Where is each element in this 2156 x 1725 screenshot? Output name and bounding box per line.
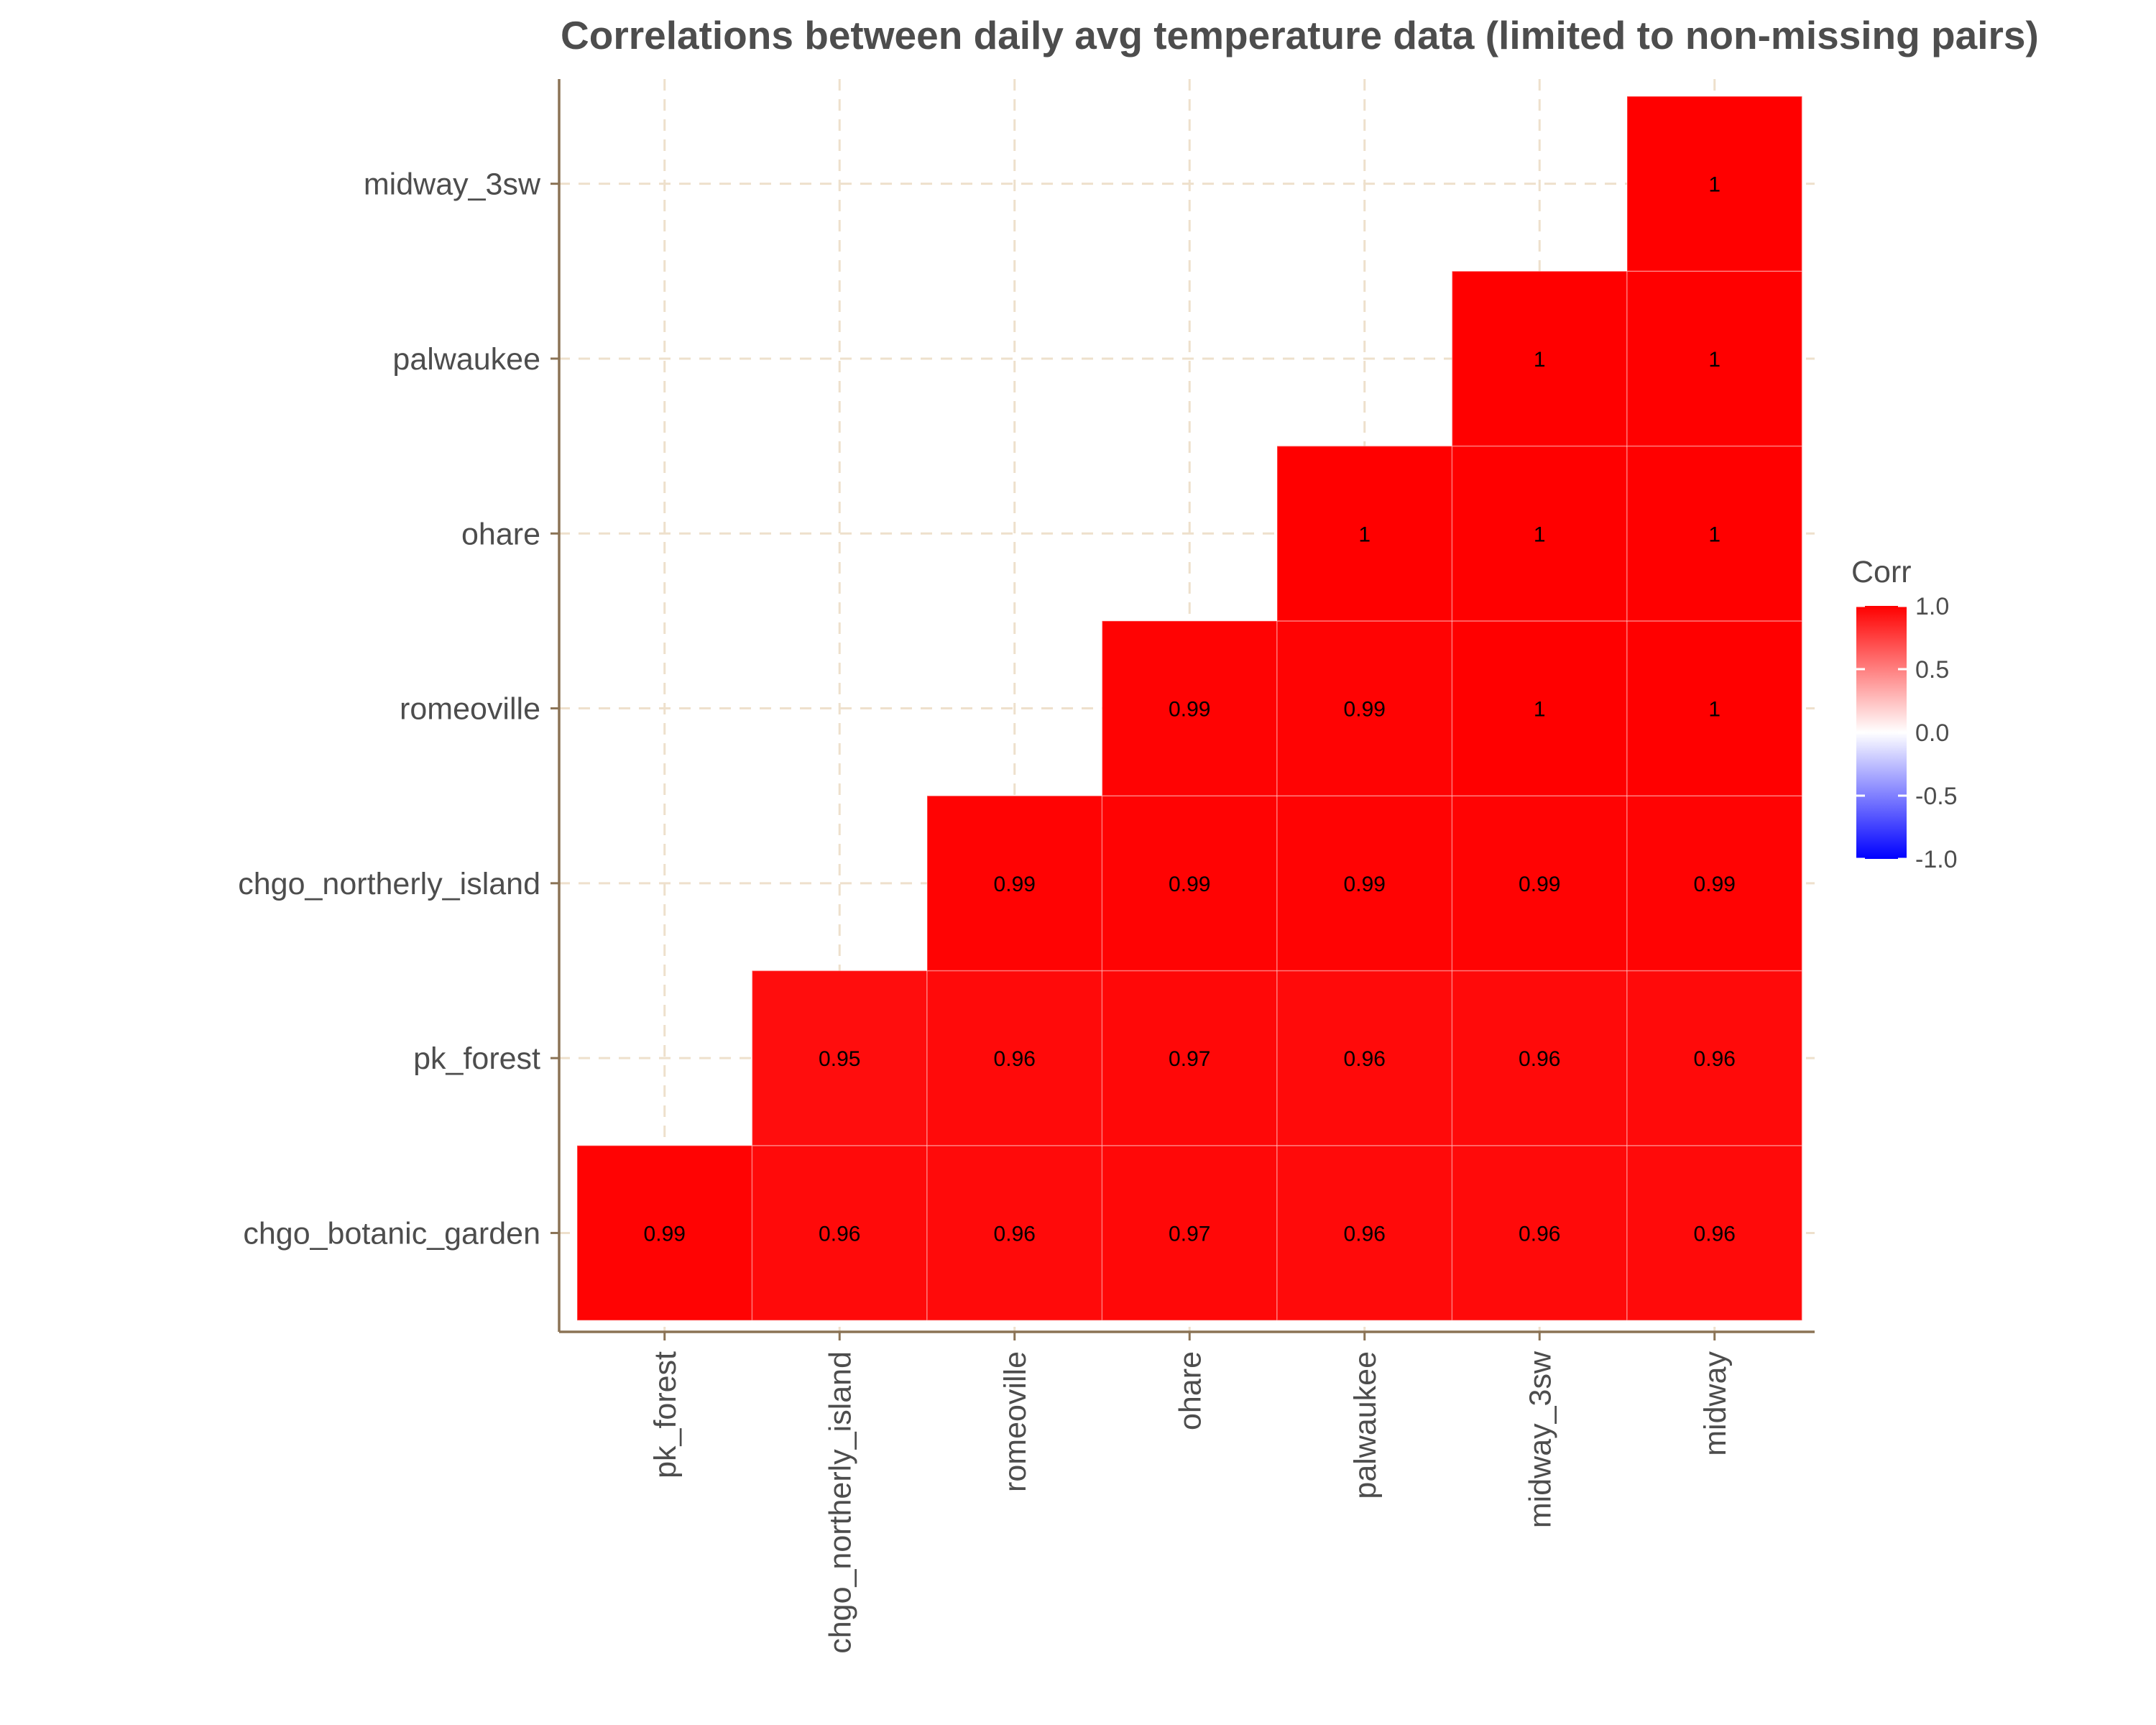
- y-tick-label: midway_3sw: [364, 167, 541, 202]
- y-tick-label: pk_forest: [413, 1041, 540, 1076]
- heatmap-cell: [1626, 1145, 1803, 1321]
- cell-value-label: 0.99: [1169, 873, 1210, 896]
- cell-value-label: 1: [1708, 523, 1720, 546]
- heatmap-cells: [576, 96, 1803, 1321]
- heatmap-cell: [1276, 1145, 1453, 1321]
- heatmap-cell: [1451, 1145, 1628, 1321]
- heatmap-cell: [1626, 970, 1803, 1146]
- x-tick-label: romeoville: [998, 1351, 1033, 1492]
- cell-value-label: 0.99: [1694, 873, 1736, 896]
- heatmap-cell: [1626, 795, 1803, 972]
- heatmap-cell: [1276, 970, 1453, 1146]
- y-tick-label: ohare: [461, 517, 540, 551]
- heatmap-cell: [751, 970, 928, 1146]
- cell-value-label: 1: [1708, 348, 1720, 372]
- heatmap-cell: [1451, 620, 1628, 796]
- heatmap-cell: [1626, 96, 1803, 272]
- legend-tick-label: -0.5: [1915, 783, 1958, 810]
- y-tick-label: chgo_botanic_garden: [243, 1216, 540, 1251]
- cell-value-label: 1: [1708, 173, 1720, 197]
- cell-value-label: 0.96: [1344, 1222, 1386, 1246]
- cell-value-label: 1: [1358, 523, 1370, 546]
- chart-title: Correlations between daily avg temperatu…: [561, 13, 2039, 58]
- x-tick-label: midway_3sw: [1523, 1351, 1557, 1528]
- heatmap-cell: [926, 970, 1103, 1146]
- heatmap-cell: [1101, 620, 1278, 796]
- cell-value-label: 0.99: [1169, 698, 1210, 722]
- legend-tick-label: 0.0: [1915, 719, 1949, 747]
- cell-value-label: 0.99: [1344, 698, 1386, 722]
- cell-value-label: 0.96: [819, 1222, 860, 1246]
- heatmap-cell: [1101, 795, 1278, 972]
- cell-value-label: 1: [1534, 523, 1546, 546]
- cell-value-labels: 0.99 0.96 0.96 0.97 0.96 0.96 0.96 0.95 0.96 0.97…: [644, 173, 1736, 1246]
- heatmap-cell: [1451, 795, 1628, 972]
- legend-tick-label: 1.0: [1915, 593, 1949, 620]
- x-tick-label: midway: [1698, 1351, 1733, 1456]
- cell-value-label: 1: [1534, 348, 1546, 372]
- cell-value-label: 0.96: [1694, 1047, 1736, 1071]
- axes: [558, 79, 1815, 1333]
- y-tick-label: chgo_northerly_island: [238, 867, 540, 901]
- heatmap-cell: [926, 1145, 1103, 1321]
- heatmap-cell: [1451, 970, 1628, 1146]
- x-tick-label: ohare: [1173, 1351, 1207, 1430]
- heatmap-cell: [1276, 445, 1453, 622]
- cell-value-label: 0.97: [1169, 1047, 1210, 1071]
- heatmap-cell: [1451, 445, 1628, 622]
- cell-value-label: 0.96: [1519, 1047, 1560, 1071]
- x-tick-label: pk_forest: [648, 1351, 683, 1478]
- cell-value-label: 0.96: [1344, 1047, 1386, 1071]
- cell-value-label: 0.99: [1519, 873, 1560, 896]
- heatmap-cell: [1626, 445, 1803, 622]
- heatmap-cell: [1101, 1145, 1278, 1321]
- heatmap-cell: [1451, 270, 1628, 447]
- heatmap-cell: [576, 1145, 753, 1321]
- x-tick-label: chgo_northerly_island: [823, 1351, 857, 1654]
- cell-value-label: 0.96: [1519, 1222, 1560, 1246]
- legend-tick-label: -1.0: [1915, 846, 1958, 873]
- heatmap-cell: [1626, 620, 1803, 796]
- cell-value-label: 1: [1708, 698, 1720, 722]
- y-tick-label: palwaukee: [392, 342, 540, 377]
- cell-value-label: 0.96: [994, 1047, 1036, 1071]
- cell-value-label: 0.95: [819, 1047, 860, 1071]
- tick-labels: chgo_botanic_garden pk_forest chgo_norther…: [238, 167, 1732, 1654]
- cell-value-label: 1: [1534, 698, 1546, 722]
- legend-title: Corr: [1851, 555, 1912, 589]
- y-tick-label: romeoville: [400, 692, 540, 727]
- cell-value-label: 0.96: [994, 1222, 1036, 1246]
- x-tick-label: palwaukee: [1348, 1351, 1383, 1499]
- cell-value-label: 0.99: [644, 1222, 686, 1246]
- cell-value-label: 0.99: [1344, 873, 1386, 896]
- cell-value-label: 0.99: [994, 873, 1036, 896]
- cell-value-label: 0.97: [1169, 1222, 1210, 1246]
- cell-value-label: 0.96: [1694, 1222, 1736, 1246]
- heatmap-cell: [1626, 270, 1803, 447]
- legend-tick-label: 0.5: [1915, 656, 1949, 684]
- heatmap-cell: [1101, 970, 1278, 1146]
